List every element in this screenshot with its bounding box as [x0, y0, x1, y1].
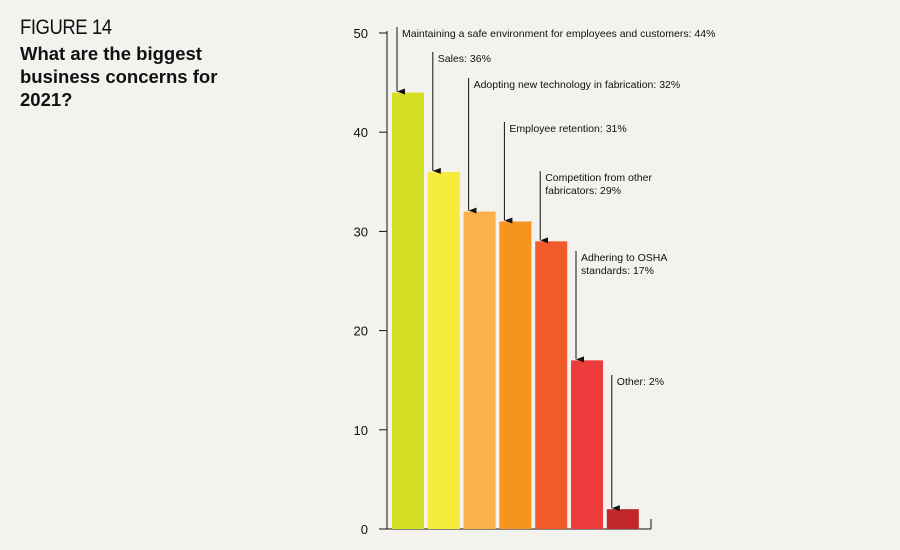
- bar: [392, 92, 424, 530]
- annotation-label: Adopting new technology in fabrication: …: [474, 79, 681, 91]
- bar: [499, 221, 532, 530]
- figure-title: What are the biggest business concerns f…: [20, 43, 218, 110]
- bar: [427, 171, 460, 529]
- y-tick-label: 50: [354, 26, 368, 41]
- figure-header: FIGURE 14 What are the biggest business …: [20, 16, 280, 111]
- annotation-label: Competition from other: [545, 172, 652, 184]
- annotation-label: Employee retention: 31%: [509, 123, 626, 135]
- annotation-label: standards: 17%: [581, 265, 654, 277]
- bar: [535, 241, 568, 529]
- y-tick-label: 20: [354, 324, 368, 339]
- bar: [606, 509, 639, 529]
- annotation-label: Sales: 36%: [438, 53, 491, 65]
- annotation-label: Adhering to OSHA: [581, 252, 667, 264]
- bar: [463, 211, 496, 529]
- figure-label: FIGURE 14: [20, 16, 112, 39]
- y-tick-label: 40: [354, 125, 368, 140]
- annotation-label: Maintaining a safe environment for emplo…: [402, 28, 715, 40]
- annotation-label: Other: 2%: [617, 376, 664, 388]
- bar: [571, 360, 603, 529]
- y-tick-label: 10: [354, 423, 368, 438]
- y-tick-label: 0: [361, 522, 368, 537]
- annotation-label: fabricators: 29%: [545, 185, 621, 197]
- y-tick-label: 30: [354, 224, 368, 239]
